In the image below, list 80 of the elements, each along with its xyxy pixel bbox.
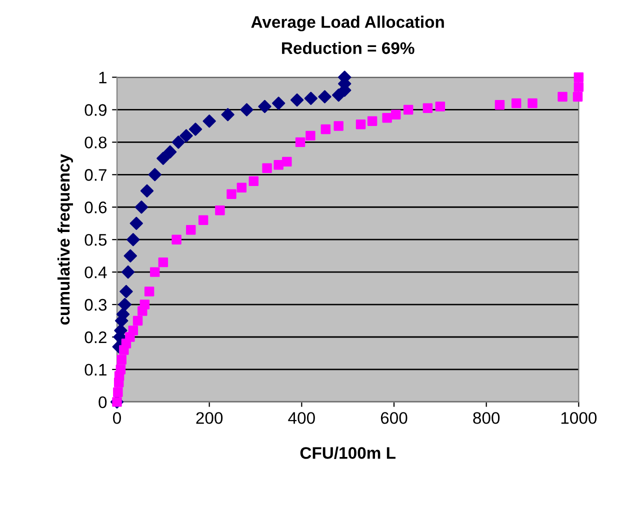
point	[150, 267, 160, 277]
x-tick-label: 200	[196, 412, 223, 424]
point	[116, 354, 126, 365]
y-tick-label: 0	[98, 396, 107, 408]
y-tick-label: 0.1	[84, 364, 106, 376]
point	[202, 114, 216, 128]
point	[113, 387, 123, 398]
point	[511, 98, 522, 108]
point	[215, 206, 225, 216]
point	[198, 215, 208, 225]
point	[320, 124, 331, 134]
point	[120, 284, 133, 298]
point	[236, 182, 247, 193]
point	[422, 103, 433, 113]
y-tick-label: 0.2	[84, 331, 106, 344]
point	[274, 160, 284, 170]
point	[248, 176, 259, 186]
y-tick-label: 0.9	[84, 104, 106, 116]
point	[156, 152, 170, 166]
chart-title: Average Load Allocation	[251, 16, 444, 32]
point	[240, 103, 254, 116]
point	[188, 122, 202, 136]
y-tick-label: 0.4	[84, 266, 107, 278]
point	[382, 112, 392, 123]
point	[306, 130, 316, 141]
point	[262, 163, 272, 174]
y-tick-label: 0.6	[84, 202, 107, 214]
point	[494, 100, 505, 110]
point	[186, 224, 196, 235]
point	[140, 300, 150, 310]
point	[221, 108, 234, 122]
y-tick-label: 0.3	[84, 298, 107, 311]
y-tick-label: 0.5	[84, 234, 107, 246]
y-axis-title: cumulative frequency	[57, 154, 73, 325]
point	[435, 102, 446, 112]
x-tick-label: 1000	[561, 412, 597, 424]
y-tick-label: 0.8	[84, 136, 107, 148]
point	[356, 119, 366, 130]
chart-subtitle: Reduction = 69%	[282, 42, 414, 54]
point	[172, 234, 182, 244]
point	[158, 257, 168, 268]
x-tick-label: 0	[113, 412, 121, 424]
point	[124, 249, 137, 262]
y-tick-label: 1	[99, 72, 106, 84]
point	[128, 326, 138, 336]
point	[130, 216, 143, 230]
point	[304, 92, 318, 105]
point	[295, 137, 306, 148]
point	[258, 100, 272, 114]
point	[172, 136, 185, 149]
point	[528, 98, 538, 108]
point	[367, 116, 378, 126]
point	[272, 96, 286, 110]
point	[148, 168, 162, 182]
x-tick-label: 400	[288, 412, 315, 424]
point	[121, 265, 135, 279]
point	[126, 233, 140, 246]
point	[144, 286, 154, 296]
point	[572, 92, 583, 102]
y-tick-label: 0.7	[84, 169, 106, 181]
point	[403, 104, 414, 115]
x-tick-label: 800	[473, 412, 500, 424]
point	[290, 93, 304, 107]
point	[318, 90, 332, 104]
point	[574, 72, 584, 82]
x-tick-label: 600	[380, 412, 408, 424]
point	[390, 110, 401, 120]
point	[134, 200, 148, 214]
point	[334, 121, 344, 131]
point	[140, 184, 154, 198]
point	[558, 92, 568, 102]
point	[226, 189, 236, 200]
x-axis-title: CFU/100m L	[300, 446, 396, 460]
point	[574, 82, 584, 92]
point	[164, 145, 177, 159]
point	[118, 298, 132, 312]
point	[282, 156, 292, 167]
point	[132, 316, 143, 326]
point	[180, 129, 193, 142]
point	[116, 364, 126, 374]
